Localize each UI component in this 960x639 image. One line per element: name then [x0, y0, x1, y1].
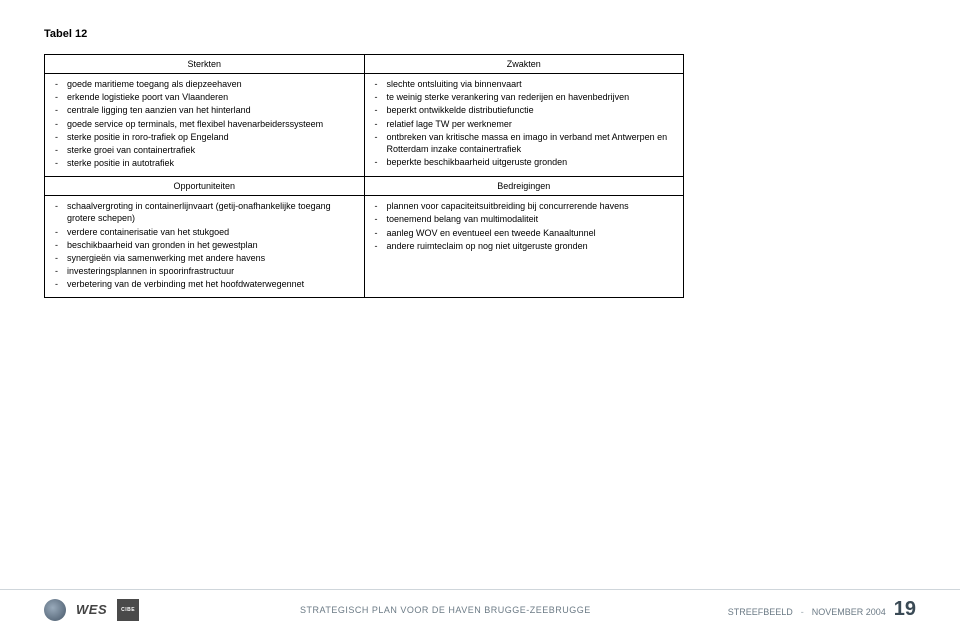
list-item: beperkt ontwikkelde distributiefunctie — [371, 104, 678, 116]
list-item: te weinig sterke verankering van rederij… — [371, 91, 678, 103]
weaknesses-list: slechte ontsluiting via binnenvaart te w… — [371, 78, 678, 168]
cell-strengths: goede maritieme toegang als diepzeehaven… — [45, 74, 365, 177]
footer-logos: WES CIBE — [44, 599, 139, 621]
page-number: 19 — [894, 598, 916, 621]
table-label: Tabel 12 — [44, 28, 916, 40]
header-threats: Bedreigingen — [364, 177, 684, 196]
page-footer: WES CIBE STRATEGISCH PLAN VOOR DE HAVEN … — [0, 589, 960, 623]
list-item: sterke positie in autotrafiek — [51, 157, 358, 169]
list-item: investeringsplannen in spoorinfrastructu… — [51, 265, 358, 277]
publisher-logo-icon — [44, 599, 66, 621]
cell-weaknesses: slechte ontsluiting via binnenvaart te w… — [364, 74, 684, 177]
list-item: verdere containerisatie van het stukgoed — [51, 226, 358, 238]
list-item: beschikbaarheid van gronden in het gewes… — [51, 239, 358, 251]
threats-list: plannen voor capaciteitsuitbreiding bij … — [371, 200, 678, 252]
opportunities-list: schaalvergroting in containerlijnvaart (… — [51, 200, 358, 290]
list-item: sterke positie in roro-trafiek op Engela… — [51, 131, 358, 143]
footer-doc-title: STRATEGISCH PLAN VOOR DE HAVEN BRUGGE-ZE… — [163, 605, 728, 615]
footer-date: NOVEMBER 2004 — [812, 607, 886, 617]
page: Tabel 12 Sterkten Zwakten goede maritiem… — [0, 0, 960, 639]
list-item: aanleg WOV en eventueel een tweede Kanaa… — [371, 227, 678, 239]
header-strengths: Sterkten — [45, 55, 365, 74]
cell-opportunities: schaalvergroting in containerlijnvaart (… — [45, 196, 365, 298]
list-item: centrale ligging ten aanzien van het hin… — [51, 104, 358, 116]
list-item: andere ruimteclaim op nog niet uitgerust… — [371, 240, 678, 252]
header-weaknesses: Zwakten — [364, 55, 684, 74]
footer-right: STREEFBEELD - NOVEMBER 2004 19 — [728, 598, 916, 621]
list-item: beperkte beschikbaarheid uitgeruste gron… — [371, 156, 678, 168]
list-item: verbetering van de verbinding met het ho… — [51, 278, 358, 290]
strengths-list: goede maritieme toegang als diepzeehaven… — [51, 78, 358, 169]
footer-separator: - — [801, 607, 804, 617]
list-item: erkende logistieke poort van Vlaanderen — [51, 91, 358, 103]
list-item: sterke groei van containertrafiek — [51, 144, 358, 156]
header-opportunities: Opportuniteiten — [45, 177, 365, 196]
wes-logo: WES — [76, 602, 107, 617]
cibe-logo: CIBE — [117, 599, 139, 621]
list-item: relatief lage TW per werknemer — [371, 118, 678, 130]
swot-table: Sterkten Zwakten goede maritieme toegang… — [44, 54, 684, 298]
footer-section: STREEFBEELD — [728, 607, 793, 617]
list-item: slechte ontsluiting via binnenvaart — [371, 78, 678, 90]
list-item: plannen voor capaciteitsuitbreiding bij … — [371, 200, 678, 212]
list-item: goede service op terminals, met flexibel… — [51, 118, 358, 130]
list-item: toenemend belang van multimodaliteit — [371, 213, 678, 225]
list-item: synergieën via samenwerking met andere h… — [51, 252, 358, 264]
list-item: ontbreken van kritische massa en imago i… — [371, 131, 678, 155]
list-item: goede maritieme toegang als diepzeehaven — [51, 78, 358, 90]
cell-threats: plannen voor capaciteitsuitbreiding bij … — [364, 196, 684, 298]
list-item: schaalvergroting in containerlijnvaart (… — [51, 200, 358, 224]
